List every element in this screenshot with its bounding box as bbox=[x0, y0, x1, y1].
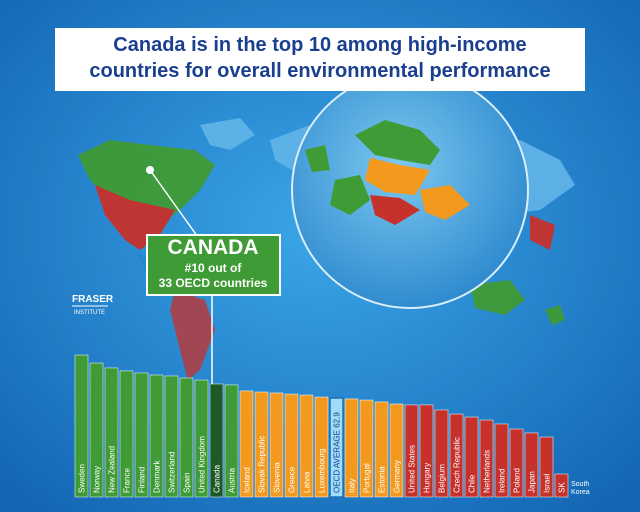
bar bbox=[179, 377, 194, 498]
bar-label: Hungary bbox=[423, 463, 432, 493]
bar bbox=[254, 391, 269, 498]
callout-dot bbox=[146, 166, 154, 174]
bar bbox=[104, 367, 119, 498]
bar-label: Luxembourg bbox=[318, 449, 327, 493]
bar bbox=[164, 375, 179, 498]
bar bbox=[74, 354, 89, 498]
bar bbox=[149, 374, 164, 498]
bar bbox=[554, 473, 569, 498]
bar bbox=[194, 379, 209, 498]
bar-label: Greece bbox=[288, 466, 297, 493]
bar bbox=[134, 372, 149, 498]
bar bbox=[299, 394, 314, 498]
bar-label: Finland bbox=[138, 467, 147, 493]
bar bbox=[509, 428, 524, 498]
bar bbox=[329, 397, 344, 498]
annotation: South Korea bbox=[571, 481, 590, 496]
bar-label: Spain bbox=[183, 473, 192, 493]
europe-map bbox=[305, 120, 470, 225]
callout-line bbox=[149, 169, 201, 241]
title-box bbox=[55, 28, 585, 91]
bar-label: Italy bbox=[348, 478, 357, 493]
bar-label: Israel bbox=[543, 473, 552, 493]
title-line: Canada is in the top 10 among high-incom… bbox=[113, 34, 526, 56]
callout-text: 33 OECD countries bbox=[159, 276, 268, 290]
bar-label: Germany bbox=[393, 460, 402, 493]
bar bbox=[434, 409, 449, 498]
bar bbox=[209, 383, 224, 498]
bar bbox=[449, 413, 464, 498]
bar-label: Japan bbox=[528, 471, 537, 493]
bar-label: Sweden bbox=[78, 464, 87, 493]
bar-label: SK bbox=[558, 482, 567, 493]
bar bbox=[494, 423, 509, 498]
bar bbox=[314, 396, 329, 498]
bar-label: Netherlands bbox=[483, 450, 492, 493]
bar-label: Belgium bbox=[438, 464, 447, 493]
bar-label: Czech Republic bbox=[453, 437, 462, 493]
bar bbox=[389, 403, 404, 498]
bar-chart: Sweden Norway New Zealand France Finland Denm… bbox=[74, 354, 590, 498]
bar bbox=[269, 392, 284, 498]
bar bbox=[344, 398, 359, 498]
bar-label: Poland bbox=[513, 468, 522, 493]
bar-label: Slovenia bbox=[273, 462, 282, 493]
bar bbox=[374, 401, 389, 498]
callout-text: #10 out of bbox=[185, 261, 243, 275]
bar-label: Chile bbox=[468, 474, 477, 493]
bar-label: France bbox=[123, 468, 132, 493]
bar-label: United States bbox=[408, 445, 417, 493]
bar bbox=[239, 390, 254, 498]
callout-box bbox=[146, 234, 281, 296]
bar bbox=[539, 436, 554, 498]
bar-label: Latvia bbox=[303, 471, 312, 493]
bar bbox=[464, 416, 479, 498]
bar-label: Austria bbox=[228, 468, 237, 493]
bar-label: Norway bbox=[93, 466, 102, 493]
bar-label: OECD AVERAGE 62.9 bbox=[333, 412, 342, 493]
bar bbox=[224, 384, 239, 498]
bar-label: Iceland bbox=[243, 467, 252, 493]
callout-title: CANADA bbox=[168, 236, 259, 259]
bar bbox=[524, 432, 539, 498]
title-line: countries for overall environmental perf… bbox=[89, 60, 550, 82]
bar-label: Estonia bbox=[378, 466, 387, 493]
bar-label: Switzerland bbox=[168, 452, 177, 493]
bar bbox=[89, 362, 104, 498]
logo: FRASER bbox=[72, 294, 114, 305]
bar-label: Ireland bbox=[498, 469, 507, 493]
bar-label: Canada bbox=[213, 464, 222, 493]
bar bbox=[419, 404, 434, 498]
bar bbox=[359, 399, 374, 498]
bar-label: Denmark bbox=[153, 460, 162, 493]
bar bbox=[479, 419, 494, 498]
bar-label: United Kingdom bbox=[198, 436, 207, 493]
bar-label: New Zealand bbox=[108, 446, 117, 493]
bar bbox=[119, 370, 134, 498]
bar-label: Portugal bbox=[363, 463, 372, 493]
logo-sub: INSTITUTE bbox=[74, 310, 105, 316]
bar-label: Slovak Republic bbox=[258, 436, 267, 493]
bar bbox=[284, 393, 299, 498]
bar bbox=[404, 404, 419, 498]
